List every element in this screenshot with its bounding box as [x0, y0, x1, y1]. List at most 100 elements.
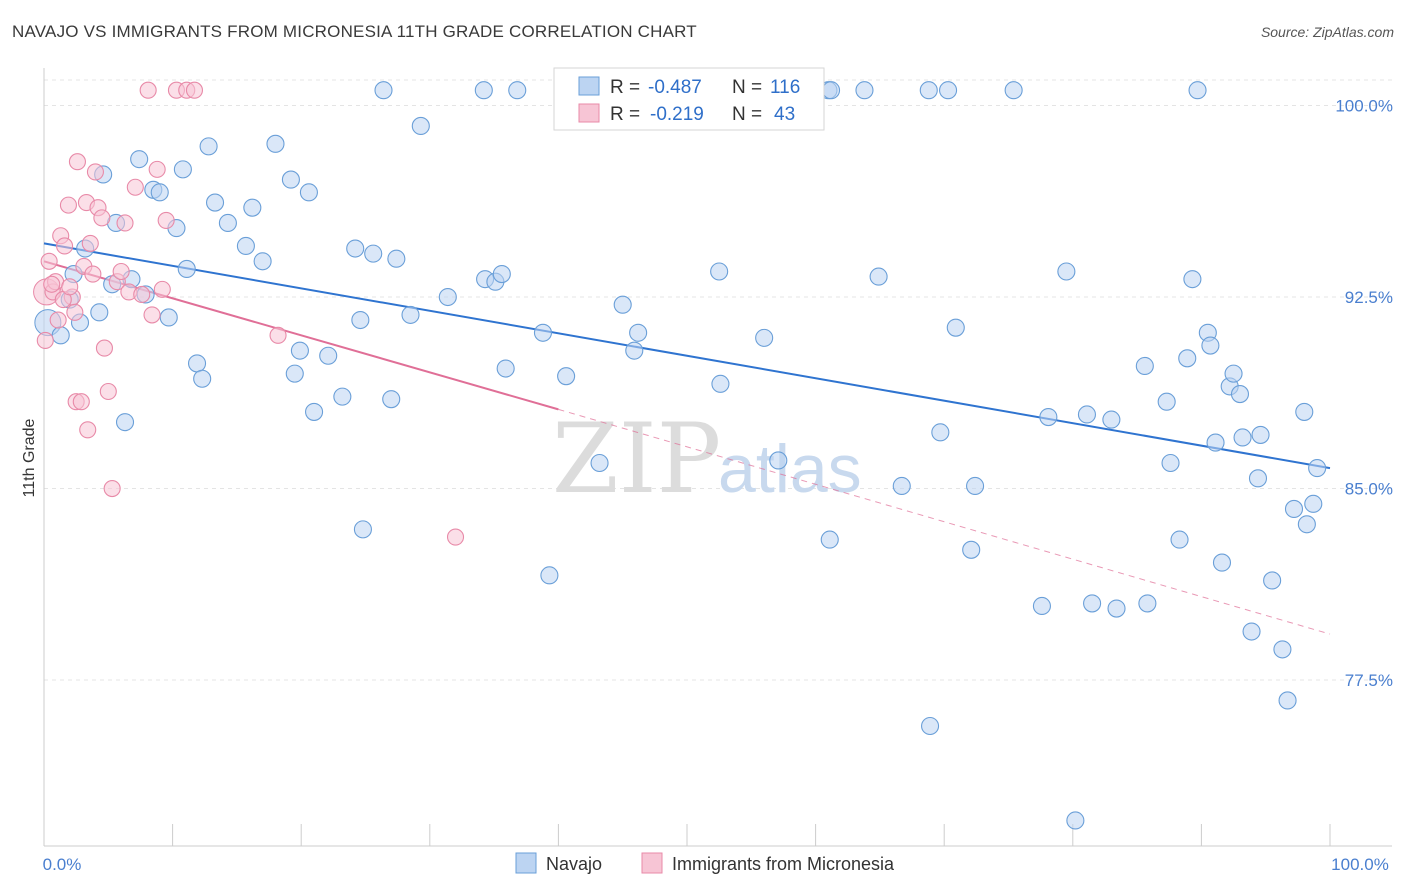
point-navajo [1224, 364, 1243, 383]
point-navajo [1308, 459, 1327, 478]
point-navajo [218, 213, 237, 233]
point-navajo [1083, 594, 1102, 613]
point-navajo [364, 244, 383, 263]
legend-label-micronesia: Immigrants from Micronesia [672, 854, 895, 874]
stats-n-label-navajo: N = [732, 77, 762, 98]
point-micronesia [126, 178, 144, 196]
point-navajo [820, 530, 839, 549]
point-navajo [892, 476, 911, 496]
point-navajo [1161, 453, 1180, 473]
legend-label-navajo: Navajo [546, 854, 602, 874]
point-navajo [1135, 356, 1154, 376]
point-navajo [1039, 407, 1058, 427]
point-micronesia [81, 234, 99, 252]
point-micronesia [95, 339, 113, 357]
point-micronesia [72, 393, 90, 411]
point-navajo [150, 183, 169, 202]
point-navajo [346, 239, 365, 258]
point-navajo [1284, 499, 1304, 519]
point-navajo [492, 265, 511, 284]
point-navajo [508, 81, 527, 100]
point-navajo [353, 520, 372, 539]
point-navajo [333, 387, 352, 406]
source-label: Source: ZipAtlas.com [1260, 24, 1394, 40]
point-micronesia [49, 311, 67, 329]
point-navajo [1170, 530, 1189, 549]
point-navajo [1183, 270, 1202, 289]
point-navajo [1188, 81, 1207, 100]
point-navajo [130, 150, 149, 169]
stats-r-label-navajo: R = [610, 77, 640, 98]
point-navajo [966, 476, 985, 496]
point-navajo [173, 160, 192, 179]
point-navajo [1273, 640, 1292, 659]
point-navajo [1032, 596, 1051, 616]
point-navajo [243, 198, 262, 217]
point-navajo [177, 259, 196, 278]
point-navajo [319, 346, 338, 365]
watermark-atlas: atlas [718, 431, 862, 507]
point-navajo [921, 716, 940, 736]
point-micronesia [56, 237, 74, 255]
point-micronesia [185, 81, 204, 99]
point-navajo [438, 287, 457, 307]
point-navajo [205, 193, 225, 212]
point-micronesia [269, 326, 287, 344]
point-navajo [51, 326, 70, 345]
y-tick-label: 92.5% [1345, 288, 1393, 307]
data-points [33, 81, 1327, 830]
trend-line-0 [43, 242, 1331, 470]
chart-title: NAVAJO VS IMMIGRANTS FROM MICRONESIA 11T… [12, 22, 697, 41]
point-navajo [711, 374, 730, 393]
point-navajo [590, 453, 609, 473]
point-navajo [1066, 811, 1085, 830]
legend-swatch-micronesia [641, 852, 663, 874]
point-navajo [1107, 599, 1126, 618]
point-navajo [1212, 553, 1232, 572]
point-micronesia [36, 331, 54, 349]
point-micronesia [68, 153, 86, 171]
y-tick-labels: 77.5% 85.0% 92.5% 100.0% [1335, 97, 1393, 690]
point-navajo [1138, 594, 1157, 613]
stats-n-label-micronesia: N = [732, 104, 762, 125]
point-micronesia [99, 382, 117, 401]
stats-r-value-micronesia: -0.219 [650, 104, 704, 125]
point-navajo [939, 81, 958, 100]
point-micronesia [66, 303, 84, 321]
point-navajo [90, 303, 109, 322]
point-navajo [1201, 336, 1220, 355]
point-micronesia [86, 163, 104, 181]
point-navajo [1304, 494, 1323, 513]
point-micronesia [61, 278, 79, 296]
point-navajo [411, 116, 430, 136]
y-tick-label: 85.0% [1345, 480, 1393, 499]
point-navajo [236, 236, 255, 256]
point-navajo [1004, 81, 1023, 100]
point-navajo [1230, 385, 1250, 404]
point-micronesia [103, 479, 121, 498]
point-navajo [625, 341, 644, 360]
stats-r-value-navajo: -0.487 [648, 77, 702, 98]
point-navajo [266, 134, 285, 153]
x-tick-label-min: 0.0% [43, 855, 82, 874]
x-ticks [172, 824, 1331, 846]
point-navajo [1157, 392, 1176, 411]
point-micronesia [116, 214, 134, 232]
point-navajo [1295, 402, 1314, 421]
y-tick-label: 100.0% [1335, 97, 1393, 116]
point-navajo [496, 359, 515, 378]
point-navajo [290, 341, 309, 360]
x-tick-label-max: 100.0% [1331, 855, 1389, 874]
point-navajo [540, 566, 559, 585]
series-legend: Navajo Immigrants from Micronesia [515, 852, 895, 874]
point-navajo [199, 137, 218, 156]
stats-legend: R = -0.487 N = 116 R = -0.219 N = 43 [553, 67, 825, 131]
point-micronesia [153, 280, 171, 298]
point-micronesia [157, 211, 175, 229]
watermark: ZIP atlas [552, 403, 862, 515]
point-navajo [946, 318, 965, 337]
point-navajo [1102, 410, 1121, 429]
point-navajo [299, 183, 318, 202]
point-navajo [382, 390, 401, 409]
point-micronesia [84, 265, 102, 283]
